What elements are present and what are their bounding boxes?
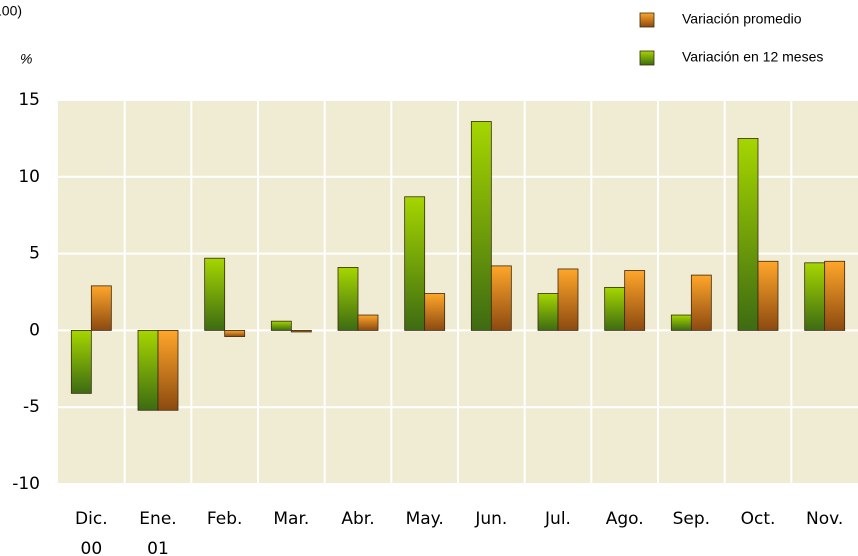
x-tick-label: Mar.: [273, 509, 309, 529]
legend-swatch: [639, 12, 655, 28]
bar: [70, 329, 92, 394]
y-tick-label: 10: [18, 167, 40, 187]
bar: [404, 196, 426, 331]
x-tick-sublabel: 01: [147, 539, 169, 556]
x-tick-label: Abr.: [341, 509, 374, 529]
x-tick-label: Dic.: [75, 509, 108, 529]
bar: [90, 285, 112, 331]
bar: [557, 268, 579, 331]
legend-label: Variación promedio: [682, 11, 802, 27]
y-tick-label: 0: [29, 320, 40, 340]
bar: [804, 262, 826, 331]
bar: [604, 286, 626, 331]
bar: [490, 265, 512, 331]
y-tick-label: 5: [29, 244, 40, 264]
x-tick-label: Nov.: [806, 509, 843, 529]
legend-swatch: [639, 50, 655, 66]
bar: [737, 137, 759, 331]
x-tick-label: Sep.: [673, 509, 710, 529]
bar: [137, 329, 159, 411]
bar: [290, 329, 312, 333]
bar: [204, 257, 226, 331]
legend-label: Variación en 12 meses: [682, 49, 823, 65]
bar: [624, 270, 646, 331]
bar: [470, 121, 492, 331]
bar: [357, 314, 379, 331]
bar: [424, 293, 446, 331]
x-tick-sublabel: 00: [81, 539, 103, 556]
bar: [670, 314, 692, 331]
bar: [337, 267, 359, 331]
bar: [537, 293, 559, 331]
x-tick-label: Ene.: [139, 509, 176, 529]
x-tick-label: Ago.: [606, 509, 644, 529]
x-tick-label: Jul.: [544, 509, 571, 529]
bar: [224, 329, 246, 337]
y-tick-label: -10: [12, 474, 40, 494]
note: 100): [0, 3, 22, 19]
x-tick-label: May.: [406, 509, 444, 529]
bar: [757, 260, 779, 331]
bar: [157, 329, 179, 411]
x-tick-label: Feb.: [207, 509, 243, 529]
x-tick-label: Jun.: [474, 509, 507, 529]
y-axis-label: %: [20, 51, 32, 67]
y-tick-label: -5: [23, 397, 40, 417]
bar: [270, 320, 292, 331]
y-tick-label: 15: [18, 90, 40, 110]
bar: [824, 260, 846, 331]
bar: [690, 274, 712, 331]
x-tick-label: Oct.: [741, 509, 776, 529]
